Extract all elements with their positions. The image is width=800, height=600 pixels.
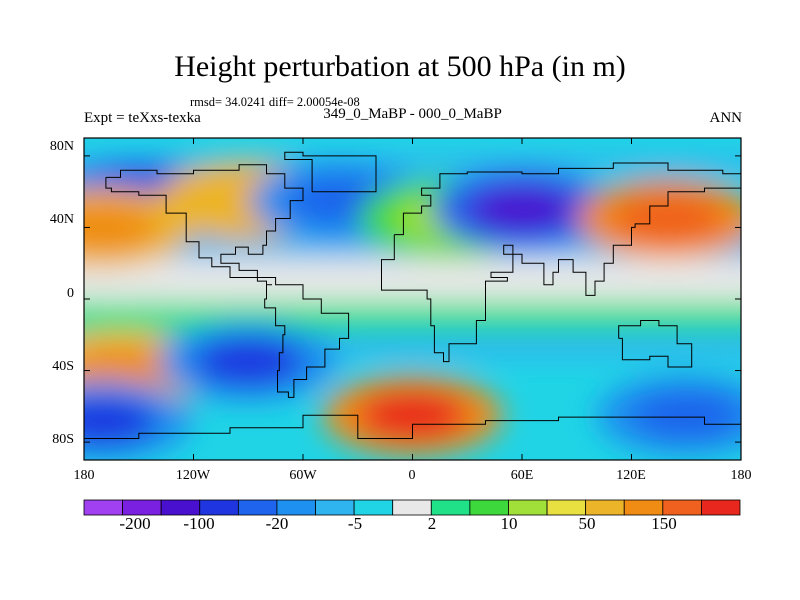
x-tick-label: 60W [289,468,317,483]
colorbar-swatch [353,499,394,516]
colorbar-swatch [701,499,741,516]
colorbar-swatch [662,499,702,516]
colorbar-swatch [122,499,162,516]
colorbar-swatch [392,499,432,516]
y-tick-label: 80S [52,432,74,447]
colorbar-swatch [623,499,664,516]
coastline [105,164,350,398]
colorbar-label: -200 [119,514,151,533]
colorbar-swatch [546,499,587,516]
colorbar-label: 150 [651,514,677,533]
colorbar-swatch [83,499,123,516]
y-tick-label: 40N [49,212,74,227]
field-band [84,301,741,332]
y-tick-label: 0 [67,286,74,301]
colorbar-label: 50 [578,514,596,533]
coastline [284,151,377,193]
colorbar-swatch [237,499,278,516]
y-tick-label: 40S [52,359,74,374]
coastline [381,162,741,363]
field-anomaly-core [467,185,577,234]
x-tick-label: 180 [730,468,752,483]
colorbar-label: -20 [265,514,289,533]
colorbar-swatch [276,499,316,516]
colorbar-label: 10 [500,514,518,533]
colorbar-swatch [160,499,201,516]
field-anomaly-core [613,194,723,243]
field-band [84,256,741,307]
colorbar-swatch [469,499,509,516]
x-tick-label: 60E [510,468,534,483]
field-anomaly-core [84,203,158,252]
colorbar-swatch [430,499,471,516]
field-anomaly-core [193,337,304,386]
figure-title: Height perturbation at 500 hPa (in m) [174,50,626,83]
x-tick-label: 120W [175,468,211,483]
colorbar-label: -100 [183,514,215,533]
field-anomaly-core [84,396,158,445]
y-tick-label: 80N [49,139,74,154]
x-tick-label: 180 [73,468,95,483]
coastline [618,320,693,368]
colorbar-swatch [508,499,548,516]
colorbar-swatch [199,499,239,516]
colorbar-swatch [585,499,625,516]
colorbar-swatch [315,499,355,516]
x-tick-label: 120E [616,468,646,483]
field-anomaly-core [357,391,468,440]
coastline [84,414,741,439]
field-anomaly-core [631,391,741,440]
rmsd-stats: rmsd= 34.0241 diff= 2.00054e-08 [190,95,360,109]
colorbar-label: -5 [347,514,363,533]
colorbar-label: 2 [427,514,437,533]
period-label: 349_0_MaBP - 000_0_MaBP [323,106,502,122]
experiment-label: Expt = teXxs-texka [84,110,201,126]
x-tick-label: 0 [408,468,416,483]
season-label: ANN [709,110,743,126]
